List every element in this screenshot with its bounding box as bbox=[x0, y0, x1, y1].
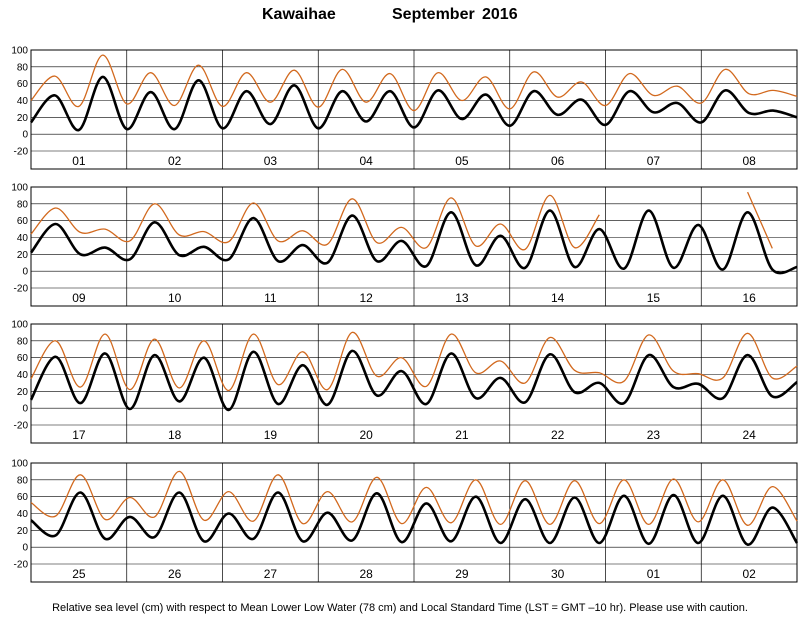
day-label: 24 bbox=[742, 428, 756, 442]
day-label: 02 bbox=[168, 154, 182, 168]
observed-series-line bbox=[30, 54, 798, 112]
title-month: September bbox=[392, 6, 475, 23]
y-tick-label: 100 bbox=[11, 183, 28, 194]
y-tick-label: 100 bbox=[11, 459, 28, 470]
predicted-series-line bbox=[30, 491, 799, 546]
y-tick-label: 40 bbox=[17, 370, 29, 381]
day-label: 14 bbox=[551, 291, 565, 305]
day-label: 25 bbox=[72, 567, 86, 581]
day-label: 20 bbox=[359, 428, 373, 442]
y-tick-label: 60 bbox=[17, 492, 29, 503]
observed-series-line bbox=[30, 331, 798, 392]
day-label: 13 bbox=[455, 291, 469, 305]
day-label: 12 bbox=[359, 291, 373, 305]
day-label: 18 bbox=[168, 428, 182, 442]
y-tick-label: 40 bbox=[17, 233, 29, 244]
day-label: 03 bbox=[264, 154, 278, 168]
y-tick-label: 0 bbox=[22, 267, 28, 278]
day-label: 27 bbox=[264, 567, 278, 581]
observed-series-line bbox=[30, 470, 798, 526]
day-label: 01 bbox=[647, 567, 661, 581]
day-label: 22 bbox=[551, 428, 565, 442]
y-tick-label: 80 bbox=[17, 336, 29, 347]
y-tick-label: 20 bbox=[17, 250, 29, 261]
y-tick-label: -20 bbox=[14, 284, 29, 295]
observed-series-line bbox=[30, 194, 600, 251]
day-label: 05 bbox=[455, 154, 469, 168]
y-tick-label: -20 bbox=[14, 560, 29, 571]
y-tick-label: 40 bbox=[17, 509, 29, 520]
y-tick-label: 80 bbox=[17, 475, 29, 486]
y-tick-label: 40 bbox=[17, 96, 29, 107]
day-label: 21 bbox=[455, 428, 469, 442]
predicted-series-line bbox=[29, 209, 798, 275]
panel-frame bbox=[30, 186, 798, 307]
title-station: Kawaihae bbox=[262, 6, 336, 23]
day-label: 23 bbox=[647, 428, 661, 442]
day-label: 09 bbox=[72, 291, 86, 305]
day-label: 15 bbox=[647, 291, 661, 305]
day-label: 17 bbox=[72, 428, 86, 442]
y-tick-label: -20 bbox=[14, 147, 29, 158]
y-tick-label: 60 bbox=[17, 216, 29, 227]
y-tick-label: -20 bbox=[14, 421, 29, 432]
y-tick-label: 0 bbox=[22, 543, 28, 554]
y-tick-label: 100 bbox=[11, 46, 28, 57]
y-tick-label: 0 bbox=[22, 404, 28, 415]
day-label: 11 bbox=[264, 291, 277, 305]
y-tick-label: 60 bbox=[17, 79, 29, 90]
panel-frame bbox=[30, 49, 798, 170]
day-label: 02 bbox=[742, 567, 756, 581]
day-label: 10 bbox=[168, 291, 182, 305]
y-tick-label: 60 bbox=[17, 353, 29, 364]
day-label: 30 bbox=[551, 567, 565, 581]
y-tick-label: 80 bbox=[17, 62, 29, 73]
day-label: 04 bbox=[359, 154, 373, 168]
predicted-series-line bbox=[29, 349, 798, 412]
y-tick-label: 20 bbox=[17, 387, 29, 398]
day-label: 28 bbox=[359, 567, 373, 581]
day-label: 29 bbox=[455, 567, 469, 581]
day-label: 06 bbox=[551, 154, 565, 168]
observed-series-line bbox=[747, 191, 773, 249]
chart-footnote: Relative sea level (cm) with respect to … bbox=[52, 602, 748, 614]
y-tick-label: 20 bbox=[17, 526, 29, 537]
day-label: 16 bbox=[742, 291, 756, 305]
day-label: 19 bbox=[264, 428, 278, 442]
y-tick-label: 100 bbox=[11, 320, 28, 331]
day-label: 01 bbox=[72, 154, 86, 168]
y-tick-label: 0 bbox=[22, 130, 28, 141]
day-label: 07 bbox=[647, 154, 661, 168]
day-label: 08 bbox=[742, 154, 756, 168]
y-tick-label: 80 bbox=[17, 199, 29, 210]
panel-frame bbox=[30, 462, 798, 583]
chart-title: Kawaihae September 2016 bbox=[0, 4, 800, 28]
day-label: 26 bbox=[168, 567, 182, 581]
y-tick-label: 20 bbox=[17, 113, 29, 124]
predicted-series-line bbox=[29, 75, 798, 132]
title-year: 2016 bbox=[482, 6, 518, 23]
